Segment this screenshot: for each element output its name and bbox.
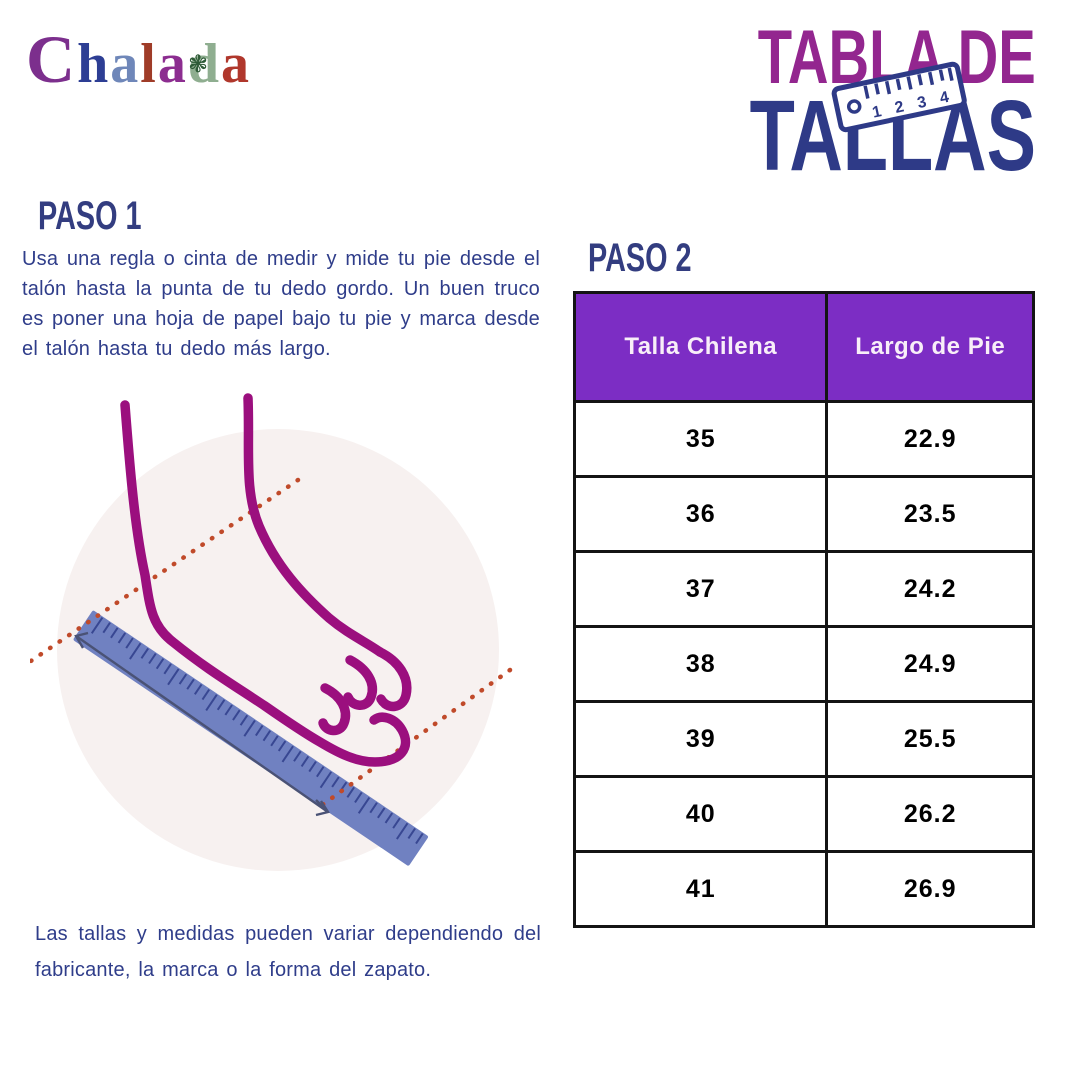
ruler-number: 2 (893, 98, 905, 116)
footnote-text: Las tallas y medidas pueden variar depen… (35, 923, 541, 981)
talla-chilena-cell: 38 (572, 625, 829, 703)
ruler-graphic (73, 610, 428, 866)
column-header-largo-de-pie: Largo de Pie (825, 291, 1035, 403)
size-table-row: 35 22.9 (572, 400, 1035, 478)
ruler-number: 4 (938, 89, 950, 107)
talla-chilena-cell: 36 (572, 475, 829, 553)
column-header-talla-chilena: Talla Chilena (572, 291, 829, 403)
logo-letter: a (157, 33, 186, 95)
largo-de-pie-cell: 24.2 (825, 550, 1035, 628)
flower-icon: ❃ (188, 50, 209, 78)
step-2-heading-text: PASO 2 (588, 236, 692, 280)
size-table-row: 36 23.5 (572, 475, 1035, 553)
logo-letter: d (187, 33, 219, 95)
largo-de-pie-cell: 22.9 (825, 400, 1035, 478)
talla-chilena-cell: 35 (572, 400, 829, 478)
step-1-heading-text: PASO 1 (38, 194, 142, 238)
logo-letter: h (77, 33, 108, 95)
brand-logo: C h a l a d a (26, 20, 249, 100)
dotted-guide-lines (30, 477, 513, 811)
measuring-tape-icon: 1 2 3 4 (831, 61, 967, 133)
size-table-body: 35 22.9 36 23.5 37 24.2 38 24.9 (572, 400, 1035, 928)
largo-de-pie-cell: 26.9 (825, 850, 1035, 928)
size-table-header-row: Talla Chilena Largo de Pie (572, 291, 1035, 403)
foot-measurement-illustration (30, 393, 513, 871)
size-table-row: 38 24.9 (572, 625, 1035, 703)
largo-de-pie-cell: 24.9 (825, 625, 1035, 703)
measurement-arrow (74, 631, 330, 817)
talla-chilena-cell: 41 (572, 850, 829, 928)
size-table-row: 37 24.2 (572, 550, 1035, 628)
ruler-number: 1 (871, 103, 883, 121)
size-table-row: 39 25.5 (572, 700, 1035, 778)
talla-chilena-cell: 37 (572, 550, 829, 628)
largo-de-pie-cell: 25.5 (825, 700, 1035, 778)
largo-de-pie-cell: 23.5 (825, 475, 1035, 553)
size-table: Talla Chilena Largo de Pie 35 22.9 36 23… (572, 291, 1035, 928)
size-table-row: 41 26.9 (572, 850, 1035, 928)
foot-outline (120, 393, 412, 767)
page-title: TABLA DE TALLAS (649, 20, 1036, 187)
step-1-instructions: Usa una regla o cinta de medir y mide tu… (22, 248, 540, 360)
size-table-row: 40 26.2 (572, 775, 1035, 853)
logo-letter: l (140, 33, 156, 95)
logo-letter: a (220, 33, 249, 95)
largo-de-pie-cell: 26.2 (825, 775, 1035, 853)
talla-chilena-cell: 40 (572, 775, 829, 853)
ruler-number: 3 (916, 94, 928, 112)
step-1-heading: PASO 1 (38, 196, 182, 236)
logo-letter: a (110, 33, 138, 95)
step-2-heading: PASO 2 (588, 238, 732, 278)
logo-letter: C (26, 21, 75, 97)
talla-chilena-cell: 39 (572, 700, 829, 778)
